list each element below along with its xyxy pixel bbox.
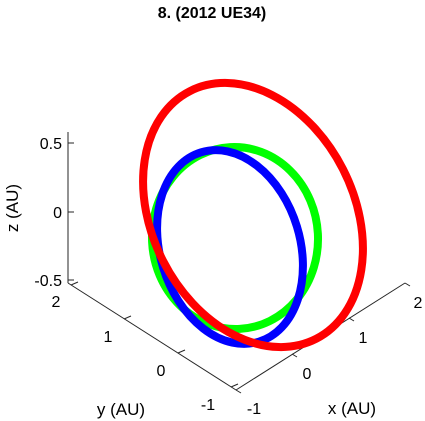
y-tick-label: -1 [201, 397, 215, 414]
series-line-red [139, 78, 367, 352]
y-axis-line [67, 282, 237, 391]
x-tick-label: 2 [414, 295, 423, 312]
x-axis-label: x (AU) [328, 399, 376, 418]
y-tick-mark [70, 281, 79, 286]
y-tick-label: 0 [157, 363, 166, 380]
x-axis: -1 0 1 2 x (AU) [235, 282, 423, 418]
x-tick-label: 0 [303, 366, 312, 383]
x-tick-mark [291, 353, 298, 358]
x-tick-mark [235, 389, 242, 394]
y-tick-mark [123, 315, 132, 320]
y-tick-label: 1 [104, 329, 113, 346]
z-tick-label: 0.5 [40, 136, 62, 153]
y-tick-mark [177, 349, 186, 354]
z-axis: 0.5 0 -0.5 z (AU) [3, 132, 74, 290]
x-tick-label: 1 [359, 330, 368, 347]
y-axis-label: y (AU) [97, 400, 145, 419]
x-tick-mark [404, 282, 411, 287]
chart-title: 8. (2012 UE34) [158, 5, 267, 22]
y-tick-mark [230, 383, 239, 388]
z-tick-label: -0.5 [34, 273, 62, 290]
y-tick-label: 2 [52, 294, 61, 311]
orbit-series [139, 78, 367, 352]
x-tick-mark [348, 317, 355, 322]
y-axis: 2 1 0 -1 y (AU) [52, 281, 239, 419]
z-axis-label: z (AU) [3, 184, 22, 232]
z-tick-label: 0 [53, 205, 62, 222]
x-tick-label: -1 [247, 401, 261, 418]
